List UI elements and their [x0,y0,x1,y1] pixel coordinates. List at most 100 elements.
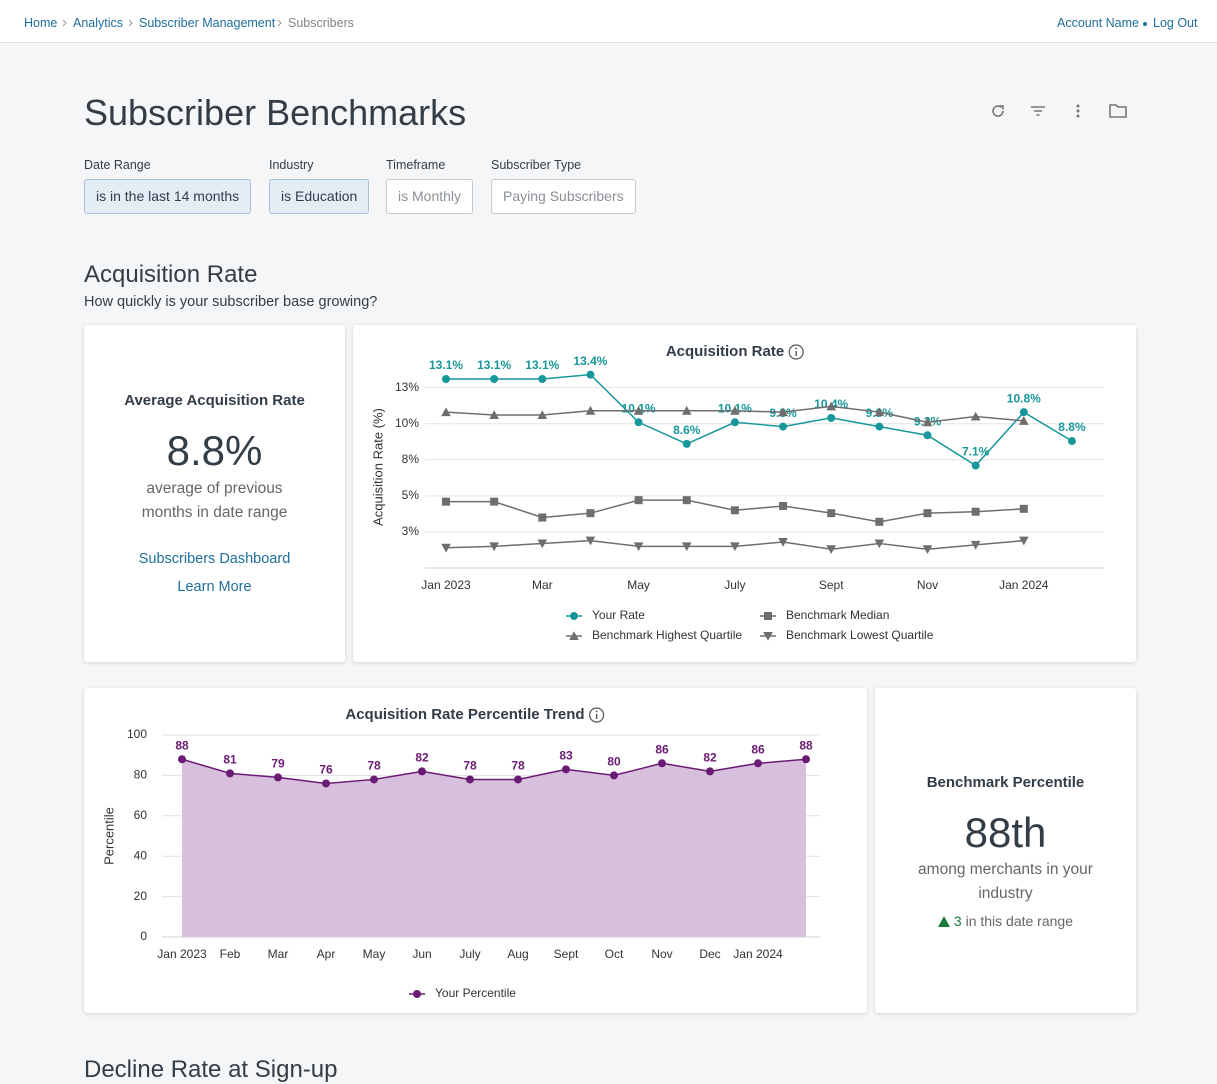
point [537,539,548,549]
y-tick-label: 80 [134,768,148,782]
filter-label: Timeframe [386,158,446,172]
filter-chip[interactable]: is Education [269,179,370,214]
legend-label: Benchmark Lowest Quartile [786,628,934,642]
point [754,759,762,768]
breadcrumb[interactable]: Subscriber Management [139,16,276,30]
breadcrumb[interactable]: Analytics [73,16,124,30]
data-label: 86 [751,742,765,756]
folder-icon[interactable] [1107,100,1129,122]
point [970,540,981,550]
point [682,496,691,505]
point [514,775,522,784]
page-title: Subscriber Benchmarks [84,92,467,133]
info-icon [795,347,798,350]
section-title: Acquisition Rate [84,261,258,288]
chart: Acquisition Rate Acquisition Rate (%) 13% 1… [370,343,1104,642]
filter-chip[interactable]: Paying Subscribers [491,179,636,214]
x-tick-label: Jan 2023 [157,947,207,961]
more-icon[interactable] [1067,100,1089,122]
point [585,405,596,415]
point [971,461,980,470]
point [489,542,499,552]
data-label: 80 [607,755,621,769]
change-value: 3 [953,913,962,929]
point [489,410,499,420]
point [441,543,451,553]
filter-chip[interactable]: is Monthly [386,179,474,214]
point [706,767,714,776]
x-tick-label: Sept [554,947,579,961]
point [923,509,932,518]
data-label: 82 [703,751,717,765]
log-out[interactable]: Log Out [1153,16,1198,30]
legend-label: Your Rate [592,608,645,622]
chart-title: Acquisition Rate Percentile Trend [345,706,584,723]
data-label: 81 [223,753,237,767]
data-label: 88 [799,738,813,752]
point [370,775,378,784]
data-label: 10.8% [1007,391,1041,405]
point [779,422,788,431]
data-label: 8.8% [1058,420,1086,434]
filter-chip[interactable]: is in the last 14 months [84,179,252,214]
point [418,767,426,776]
filter-icon[interactable] [1027,100,1049,122]
data-label: 8.6% [673,423,701,437]
x-tick-label: Sept [819,578,844,592]
point [874,407,885,417]
x-tick-label: May [627,578,650,592]
section-title: Decline Rate at Sign-up [84,1056,338,1083]
data-label: 86 [655,742,669,756]
point [730,418,739,427]
point [658,759,666,768]
point [681,405,692,415]
y-axis-title: Percentile [101,807,116,865]
point [827,509,836,518]
card-link[interactable]: Subscribers Dashboard [138,551,291,567]
filter-label: Subscriber Type [491,158,582,172]
point [682,439,691,448]
y-tick-label: 5% [402,488,420,502]
point [730,506,739,515]
point [490,374,499,383]
point [922,417,933,427]
point [634,496,643,505]
card-title: Average Acquisition Rate [124,392,305,409]
refresh-icon[interactable] [987,100,1009,122]
point [490,497,499,506]
point [778,538,788,547]
data-label: 78 [511,759,525,773]
point [875,422,884,431]
point [633,542,644,552]
point [569,631,579,640]
point [413,990,421,998]
section-subtitle: How quickly is your subscriber base grow… [84,294,378,310]
point [827,413,836,422]
point [538,374,547,383]
point [1019,504,1028,513]
y-tick-label: 3% [402,524,420,538]
card-link[interactable]: Learn More [177,579,252,595]
breadcrumb[interactable]: Home [24,16,58,30]
point [633,405,644,415]
average-card: Average Acquisition Rate 8.8% average of… [84,325,345,662]
data-label: 82 [415,751,429,765]
point [763,632,773,641]
y-axis-title: Acquisition Rate (%) [370,408,385,526]
point [562,765,570,774]
card-caption: among merchants in your industry [918,861,1093,902]
separator [1143,22,1147,26]
account-name[interactable]: Account Name [1057,16,1139,30]
point [322,779,330,788]
y-tick-label: 13% [395,380,419,394]
chart: Acquisition Rate Percentile Trend Percent… [101,706,820,1000]
point [826,545,836,555]
data-label: 78 [367,759,381,773]
point [586,370,595,379]
data-label: 7.1% [962,445,990,459]
point [779,501,788,510]
x-tick-label: Jan 2024 [999,578,1049,592]
legend-label: Your Percentile [435,986,516,1000]
point [1019,536,1029,546]
separator [128,19,133,27]
